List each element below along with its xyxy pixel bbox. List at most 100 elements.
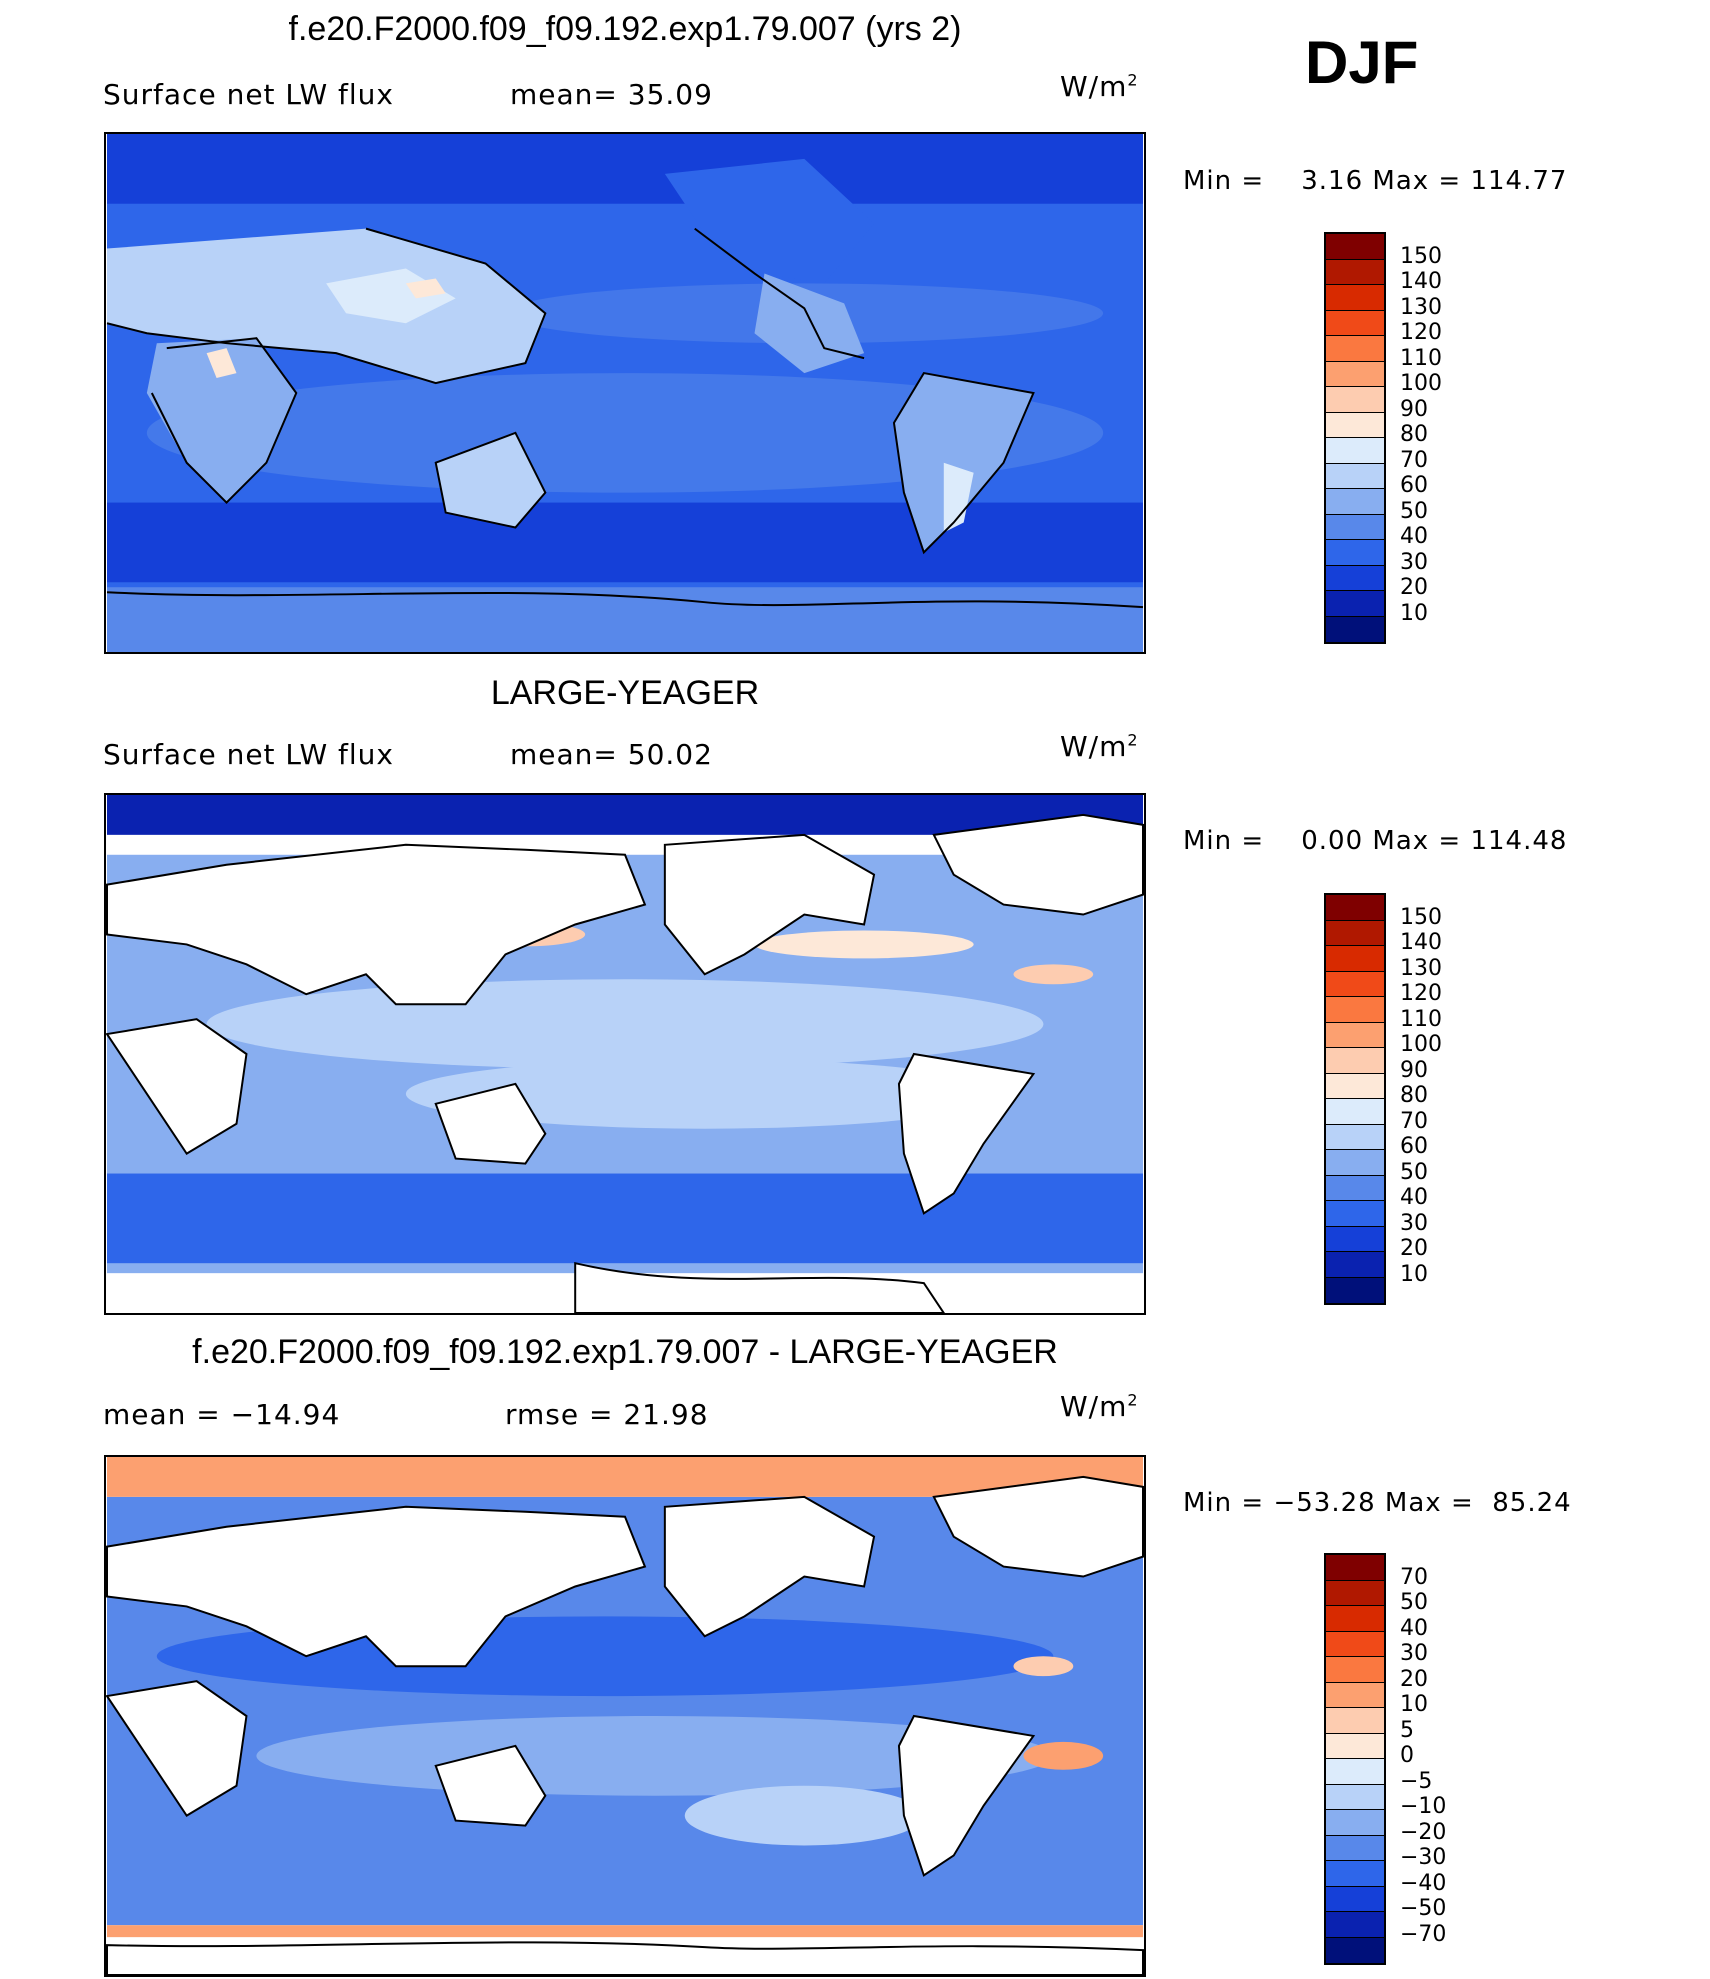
colorbar-tick-label: −10 [1400,1794,1447,1819]
panel1-minmax: Min = 3.16 Max = 114.77 [1183,166,1568,196]
colorbar-swatch [1326,1252,1384,1278]
colorbar-tick-label: 140 [1400,269,1442,294]
colorbar-swatch [1326,1912,1384,1938]
panel1-variable-label: Surface net LW flux [103,78,394,111]
colorbar-tick-label: 80 [1400,422,1428,447]
colorbar-tick-label: −70 [1400,1922,1447,1947]
panel1-units: W/m2 [1060,70,1139,103]
colorbar-swatch [1326,895,1384,921]
colorbar-swatch [1326,1555,1384,1581]
colorbar-swatch [1326,1175,1384,1201]
colorbar-swatch [1326,1073,1384,1099]
colorbar-tick-label: 40 [1400,1616,1428,1641]
colorbar-swatch [1326,1124,1384,1150]
panel1-colorbar [1324,232,1386,644]
colorbar-swatch [1326,1099,1384,1125]
colorbar-tick-label: 110 [1400,1007,1442,1032]
colorbar-tick-label: 20 [1400,575,1428,600]
colorbar-swatch [1326,971,1384,997]
colorbar-tick-label: 50 [1400,1160,1428,1185]
colorbar-swatch [1326,285,1384,311]
colorbar-swatch [1326,336,1384,362]
colorbar-swatch [1326,616,1384,642]
colorbar-tick-label: 0 [1400,1743,1414,1768]
panel2-colorbar-labels: 150 140 130 120 110 100 90 80 70 60 50 4… [1400,893,1520,1301]
colorbar-tick-label: 130 [1400,295,1442,320]
colorbar-tick-label: 40 [1400,1185,1428,1210]
panel3-colorbar-labels: 70 50 40 30 20 10 5 0 −5 −10 −20 −30 −40… [1400,1553,1520,1961]
colorbar-tick-label: 90 [1400,1058,1428,1083]
colorbar-tick-label: 80 [1400,1083,1428,1108]
colorbar-tick-label: 30 [1400,1641,1428,1666]
colorbar-tick-label: 150 [1400,905,1442,930]
colorbar-swatch [1326,1201,1384,1227]
colorbar-tick-label: 10 [1400,1692,1428,1717]
panel2-map [104,793,1146,1315]
colorbar-swatch [1326,234,1384,260]
colorbar-swatch [1326,1835,1384,1861]
colorbar-swatch [1326,591,1384,617]
colorbar-swatch [1326,565,1384,591]
colorbar-swatch [1326,1937,1384,1963]
colorbar-swatch [1326,1631,1384,1657]
colorbar-tick-label: 70 [1400,1109,1428,1134]
colorbar-swatch [1326,310,1384,336]
colorbar-tick-label: 120 [1400,981,1442,1006]
colorbar-tick-label: 10 [1400,601,1428,626]
season-label: DJF [1305,29,1419,96]
colorbar-tick-label: 10 [1400,1262,1428,1287]
panel2-mean-label: mean= 50.02 [510,738,713,771]
colorbar-tick-label: 60 [1400,473,1428,498]
colorbar-swatch [1326,361,1384,387]
colorbar-swatch [1326,946,1384,972]
panel1-title: f.e20.F2000.f09_f09.192.exp1.79.007 (yrs… [288,10,962,48]
colorbar-swatch [1326,259,1384,285]
panel2-variable-label: Surface net LW flux [103,738,394,771]
colorbar-swatch [1326,463,1384,489]
panel3-map [104,1455,1146,1977]
colorbar-tick-label: 60 [1400,1134,1428,1159]
colorbar-swatch [1326,1580,1384,1606]
panel3-mean-label: mean = −14.94 [103,1398,341,1431]
colorbar-swatch [1326,514,1384,540]
colorbar-swatch [1326,1606,1384,1632]
colorbar-swatch [1326,1022,1384,1048]
colorbar-swatch [1326,1277,1384,1303]
colorbar-swatch [1326,387,1384,413]
panel3-rmse-label: rmse = 21.98 [505,1398,709,1431]
colorbar-tick-label: −20 [1400,1820,1447,1845]
colorbar-tick-label: 5 [1400,1718,1414,1743]
panel3-title: f.e20.F2000.f09_f09.192.exp1.79.007 - LA… [192,1333,1058,1371]
panel1-map [104,132,1146,654]
colorbar-tick-label: 100 [1400,1032,1442,1057]
colorbar-tick-label: 70 [1400,1565,1428,1590]
colorbar-tick-label: 50 [1400,499,1428,524]
panel2-units: W/m2 [1060,730,1139,763]
colorbar-swatch [1326,489,1384,515]
colorbar-tick-label: −30 [1400,1845,1447,1870]
colorbar-tick-label: −40 [1400,1871,1447,1896]
colorbar-swatch [1326,920,1384,946]
colorbar-tick-label: 120 [1400,320,1442,345]
panel2-colorbar [1324,893,1386,1305]
colorbar-swatch [1326,1682,1384,1708]
colorbar-tick-label: 110 [1400,346,1442,371]
colorbar-tick-label: 150 [1400,244,1442,269]
colorbar-tick-label: 130 [1400,956,1442,981]
colorbar-swatch [1326,1657,1384,1683]
colorbar-tick-label: 30 [1400,550,1428,575]
colorbar-swatch [1326,1048,1384,1074]
colorbar-swatch [1326,1886,1384,1912]
colorbar-tick-label: −5 [1400,1769,1433,1794]
panel3-minmax: Min = −53.28 Max = 85.24 [1183,1488,1572,1518]
colorbar-swatch [1326,1226,1384,1252]
colorbar-tick-label: 90 [1400,397,1428,422]
colorbar-tick-label: 50 [1400,1590,1428,1615]
colorbar-tick-label: 20 [1400,1236,1428,1261]
colorbar-tick-label: 70 [1400,448,1428,473]
colorbar-swatch [1326,1733,1384,1759]
colorbar-swatch [1326,1861,1384,1887]
panel2-minmax: Min = 0.00 Max = 114.48 [1183,826,1568,856]
colorbar-tick-label: −50 [1400,1896,1447,1921]
colorbar-tick-label: 20 [1400,1667,1428,1692]
